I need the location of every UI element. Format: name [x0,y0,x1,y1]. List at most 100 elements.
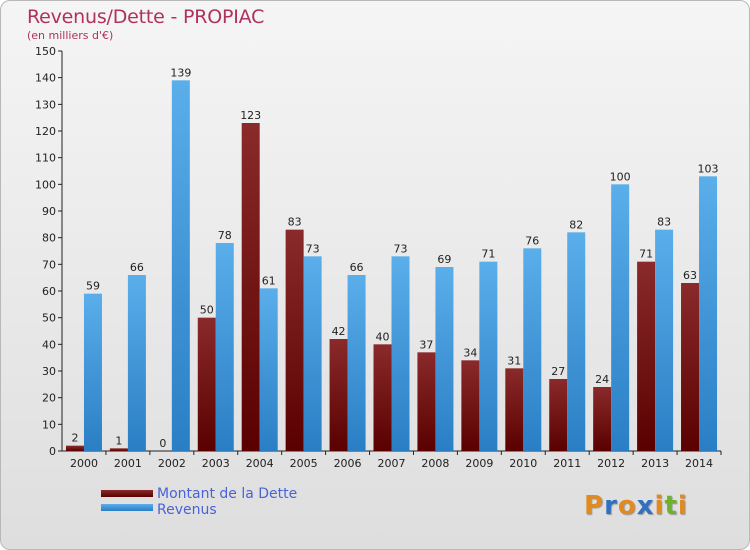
bars-group [65,80,718,452]
bar-revenue [215,243,234,451]
bar-revenue [479,261,498,451]
data-label: 1 [115,434,122,447]
logo-letter: t [664,491,678,521]
data-label: 123 [240,109,261,122]
bar-revenue [83,293,102,451]
data-label: 71 [481,248,495,261]
data-label: 83 [657,216,671,229]
data-label: 66 [130,261,144,274]
x-tick-label: 2010 [509,457,537,470]
y-tick-label: 90 [42,205,56,218]
bar-debt [109,448,128,451]
bar-debt [329,339,348,451]
data-label: 34 [463,346,477,359]
data-label: 59 [86,280,100,293]
chart-title: Revenus/Dette - PROPIAC [27,6,265,28]
bar-revenue [259,288,278,451]
data-label: 73 [394,242,408,255]
y-tick-label: 70 [42,258,56,271]
data-label: 50 [200,304,214,317]
logo-letter: o [617,491,637,521]
bar-revenue [435,267,454,451]
bar-revenue [391,256,410,451]
bar-debt [505,368,524,451]
bar-debt [197,317,216,451]
data-label: 103 [698,162,719,175]
data-label: 82 [569,218,583,231]
logo-letter: x [636,491,655,521]
bar-debt [549,379,568,451]
legend-label-revenue: Revenus [157,502,217,518]
y-tick-label: 60 [42,285,56,298]
data-label: 69 [437,253,451,266]
legend-swatch-revenue [101,504,153,511]
x-tick-label: 2002 [158,457,186,470]
x-tick-label: 2013 [641,457,669,470]
data-label: 100 [610,170,631,183]
data-label: 42 [332,325,346,338]
y-tick-label: 150 [35,45,56,58]
bar-revenue [303,256,322,451]
bar-debt [241,123,260,451]
x-tick-label: 2011 [553,457,581,470]
x-tick-label: 2009 [465,457,493,470]
data-label: 71 [639,248,653,261]
y-tick-label: 120 [35,125,56,138]
bar-revenue [567,232,586,451]
bar-debt [593,387,612,451]
y-tick-label: 130 [35,98,56,111]
data-label: 83 [288,216,302,229]
chart-subtitle: (en milliers d'€) [27,29,114,42]
logo-letter: i [654,491,665,521]
data-label: 76 [525,234,539,247]
data-label: 31 [507,354,521,367]
x-tick-label: 2000 [70,457,98,470]
x-tick-label: 2003 [202,457,230,470]
bar-debt [65,445,84,451]
y-tick-label: 50 [42,312,56,325]
logo-letter: i [677,491,688,521]
data-label: 0 [159,437,166,450]
y-tick-label: 0 [49,445,56,458]
data-label: 40 [376,330,390,343]
proxiti-logo: Proxiti [584,491,688,521]
data-label: 24 [595,373,609,386]
data-label: 63 [683,269,697,282]
x-tick-label: 2008 [421,457,449,470]
y-tick-label: 110 [35,152,56,165]
x-tick-label: 2006 [334,457,362,470]
bar-revenue [611,184,630,452]
x-tick-label: 2001 [114,457,142,470]
bar-revenue [699,176,718,452]
data-label: 61 [262,274,276,287]
data-label: 78 [218,229,232,242]
x-tick-label: 2005 [290,457,318,470]
legend-swatch-debt [101,490,153,497]
y-tick-label: 30 [42,365,56,378]
y-tick-label: 40 [42,338,56,351]
y-tick-label: 10 [42,418,56,431]
data-label: 37 [419,338,433,351]
x-tick-label: 2007 [378,457,406,470]
y-tick-label: 20 [42,392,56,405]
labels-group: 2 59 1 66 0 139 50 78 123 61 83 73 42 66 40 73 37 69 34 71 3… [71,66,718,450]
bar-debt [681,283,700,451]
x-tick-label: 2004 [246,457,274,470]
y-tick-label: 140 [35,72,56,85]
bar-debt [373,344,392,451]
legend-label-debt: Montant de la Dette [157,486,298,502]
bar-debt [285,229,304,451]
bar-revenue [127,275,146,451]
data-label: 27 [551,365,565,378]
data-label: 66 [350,261,364,274]
bar-revenue [171,80,190,451]
bar-revenue [523,248,542,451]
bar-revenue [347,275,366,451]
x-tick-label: 2012 [597,457,625,470]
data-label: 139 [170,66,191,79]
bar-debt [461,360,480,451]
bar-revenue [655,229,674,451]
data-label: 73 [306,242,320,255]
